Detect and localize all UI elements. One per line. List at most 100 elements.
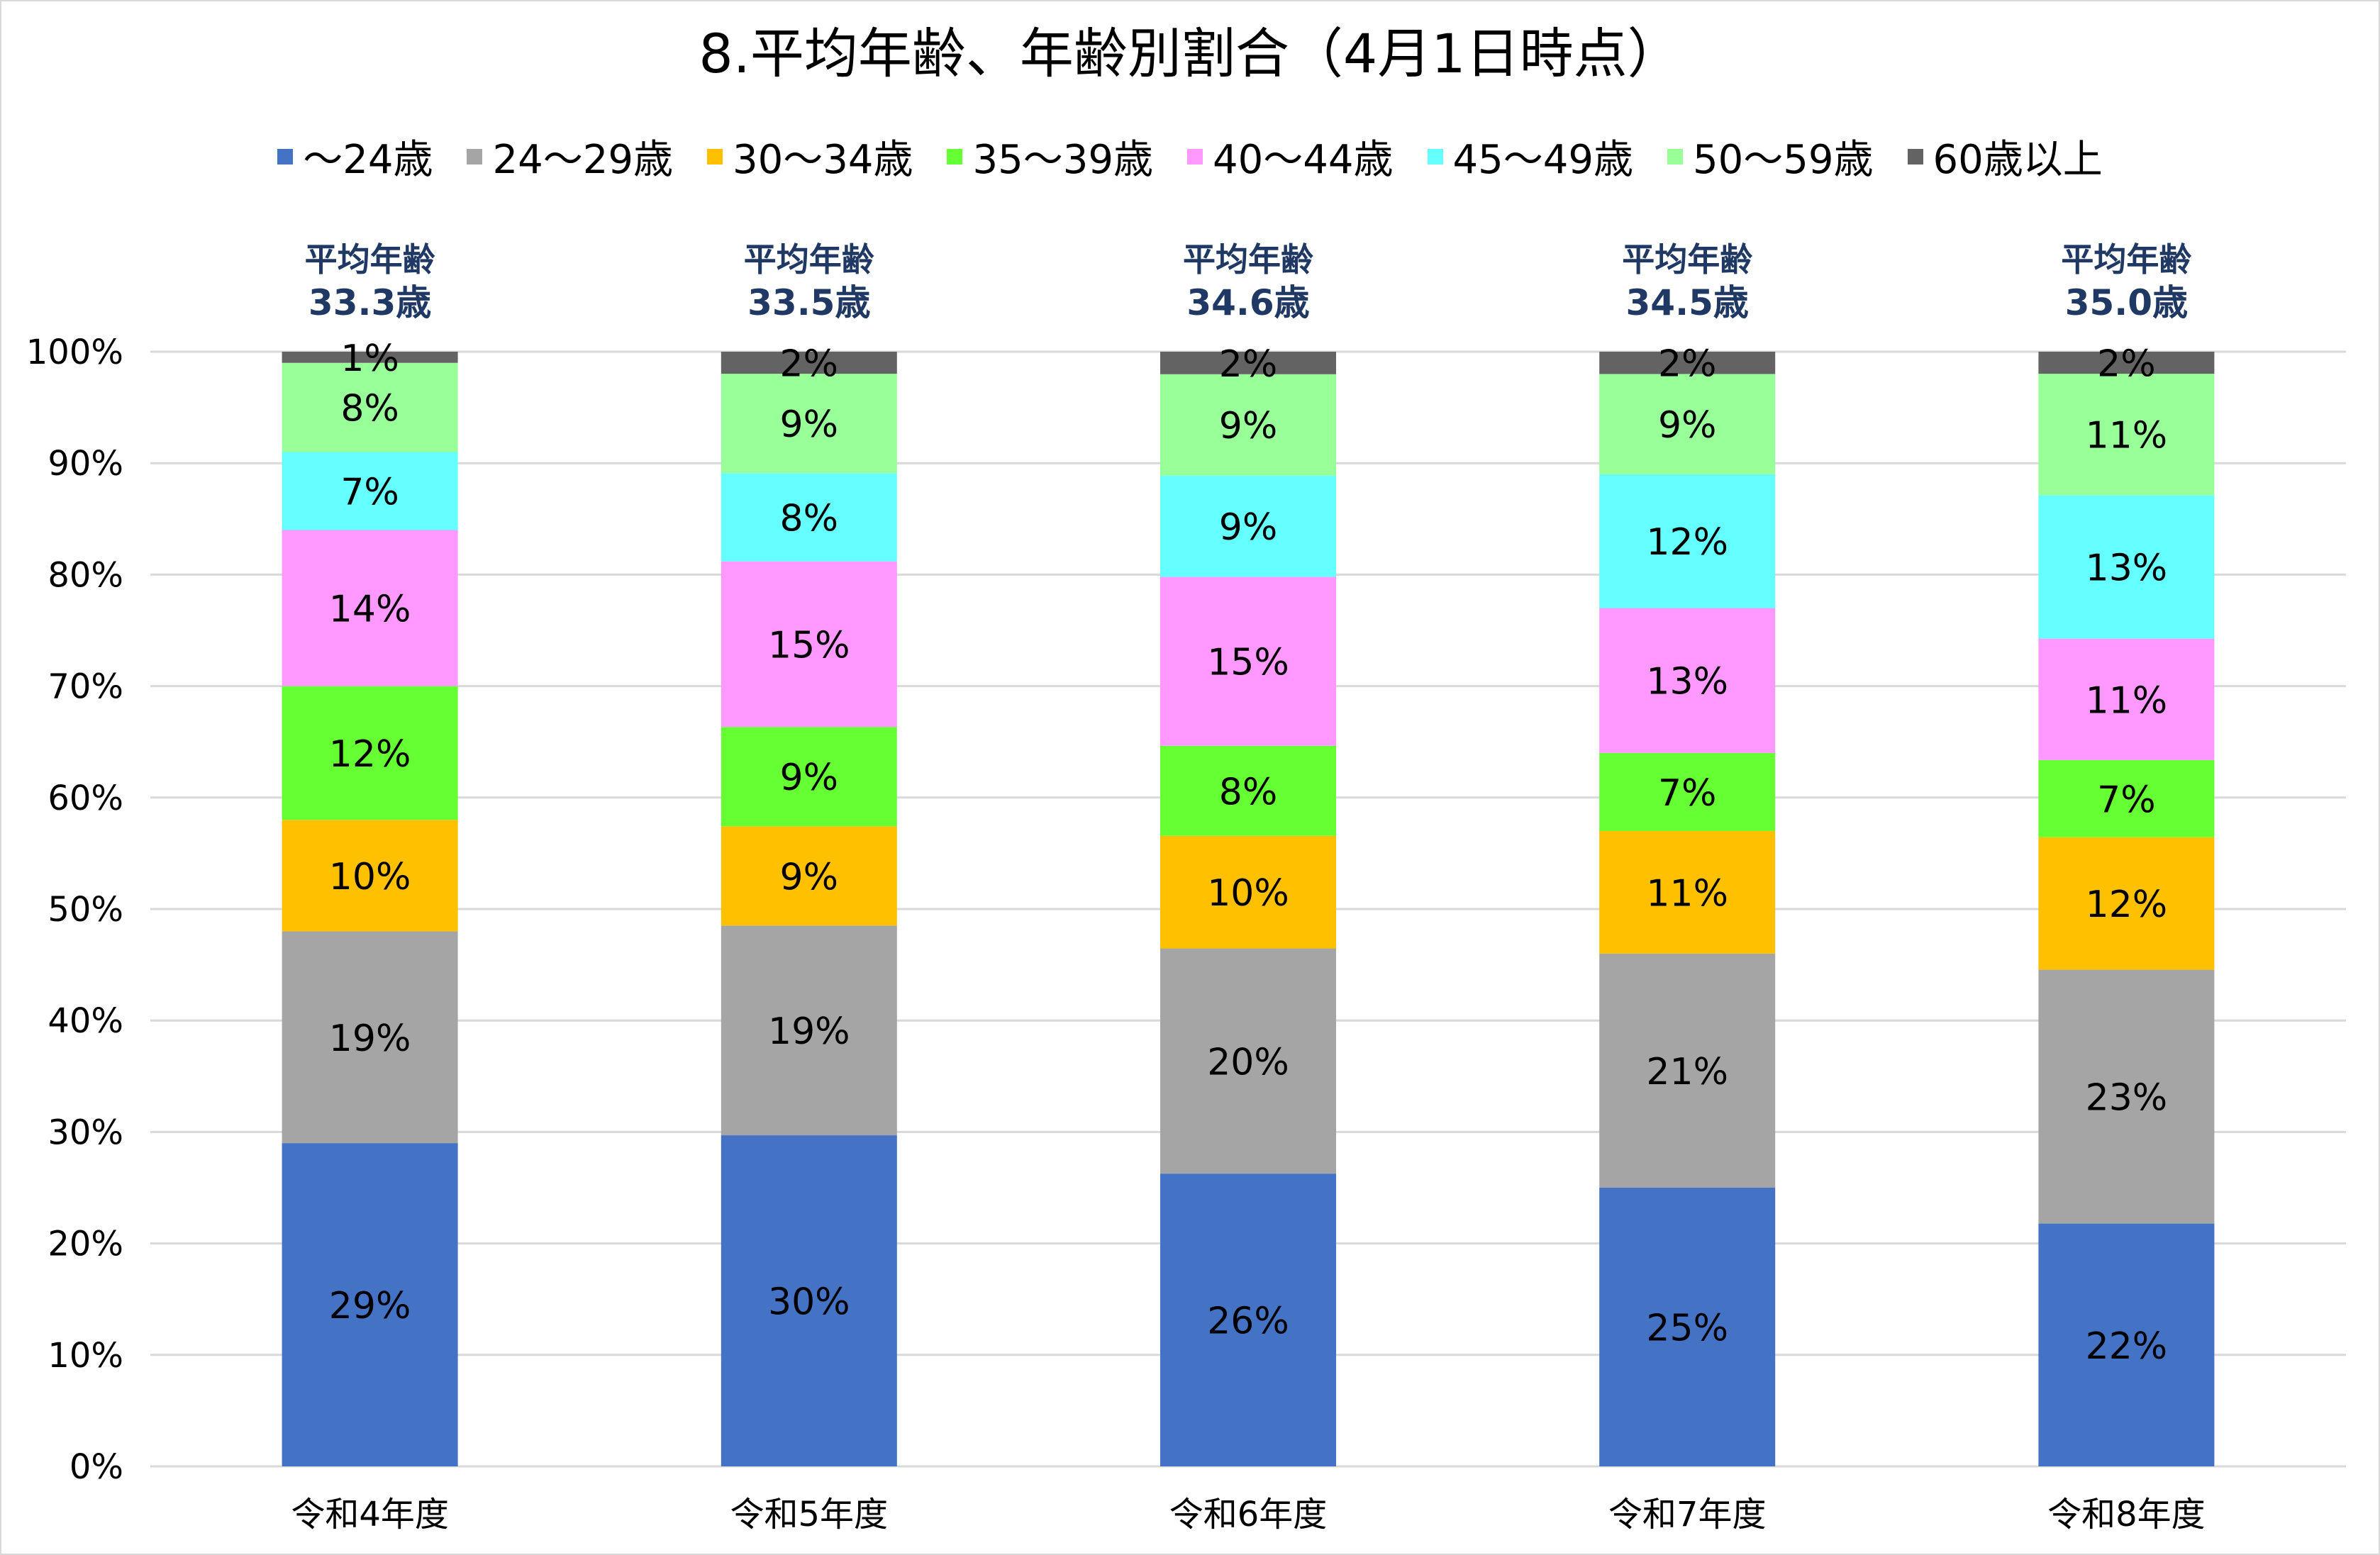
legend-item: 60歳以上 [1907,128,2103,185]
legend-item: 30～34歳 [706,128,913,185]
data-label: 12% [2086,884,2168,926]
bar-segment [2038,1223,2215,1466]
legend-swatch [467,148,483,165]
data-label: 19% [768,1010,850,1053]
y-tick-label: 70% [48,667,123,707]
data-label: 1% [340,338,399,380]
average-age-value: 33.3歳 [308,282,431,323]
data-label: 30% [768,1281,850,1324]
bar-segment [1160,374,1336,476]
bar-segment [1160,352,1336,374]
bar-segment [721,727,897,827]
bar-segment [721,473,897,562]
legend-label: 45～49歳 [1452,137,1634,183]
y-tick-label: 30% [48,1113,123,1152]
bar-segment [1160,576,1336,746]
y-tick-label: 60% [48,779,123,818]
data-label: 11% [2086,679,2168,722]
data-label: 2% [2097,343,2156,386]
legend-item: 35～39歳 [947,128,1153,185]
data-label: 19% [329,1018,411,1060]
y-tick-label: 10% [48,1336,123,1376]
x-tick-label: 令和7年度 [1608,1495,1767,1534]
legend-label: ～24歳 [303,137,433,183]
y-tick-label: 20% [48,1225,123,1264]
data-label: 23% [2086,1077,2168,1120]
data-label: 2% [780,343,839,386]
legend-swatch [706,148,723,165]
bar-segment [1599,608,1776,753]
data-label: 15% [768,624,850,667]
legend-label: 60歳以上 [1933,137,2103,183]
bar-segment [721,826,897,926]
legend-item: 50～59歳 [1667,128,1874,185]
data-label: 9% [780,856,839,898]
legend-label: 24～29歳 [492,137,673,183]
bar-segment [1599,1188,1776,1466]
y-tick-label: 0% [69,1447,123,1487]
bar-segment [1599,352,1776,374]
legend-label: 35～39歳 [972,137,1153,183]
bar-segment [1160,1174,1336,1466]
bar-segment [282,530,458,686]
y-tick-label: 50% [48,890,123,930]
data-label: 9% [1658,404,1717,447]
legend-label: 40～44歳 [1213,137,1394,183]
x-tick-label: 令和5年度 [730,1495,889,1534]
legend-label: 50～59歳 [1693,137,1874,183]
y-tick-label: 90% [48,444,123,484]
bar-segment [1599,474,1776,608]
legend-item: 45～49歳 [1427,128,1634,185]
average-age-value: 34.5歳 [1626,282,1749,323]
legend-label: 30～34歳 [732,137,913,183]
y-tick-label: 80% [48,555,123,595]
data-label: 11% [1646,872,1728,915]
data-label: 25% [1646,1308,1728,1350]
x-tick-label: 令和8年度 [2047,1495,2206,1534]
data-label: 7% [2097,779,2156,821]
y-tick-label: 40% [48,1001,123,1041]
bar-segment [1160,745,1336,836]
data-label: 14% [329,589,411,631]
bar-segment [721,561,897,728]
bar-segment [2038,969,2215,1224]
data-label: 11% [2086,415,2168,457]
legend-swatch [1187,148,1203,165]
bar-segment [282,686,458,820]
bar-segment [2038,352,2215,374]
average-age-heading: 平均年齢 [1183,240,1313,279]
chart-title: 8.平均年齢、年齢別割合（4月1日時点） [699,22,1681,85]
bar-segment [721,374,897,474]
bar-segment [721,352,897,374]
average-age-value: 34.6歳 [1186,282,1309,323]
bar-segment [282,931,458,1144]
data-label: 8% [1219,771,1278,813]
data-label: 15% [1207,642,1289,684]
average-age-value: 33.5歳 [747,282,870,323]
bar-segment [282,452,458,530]
data-label: 29% [329,1285,411,1327]
data-label: 21% [1646,1051,1728,1093]
bar-segment [282,352,458,363]
y-tick-label: 100% [26,333,123,372]
average-age-heading: 平均年齢 [1622,240,1752,279]
data-label: 22% [2086,1325,2168,1368]
average-age-heading: 平均年齢 [2061,240,2191,279]
x-tick-label: 令和4年度 [291,1495,449,1534]
data-label: 9% [780,757,839,799]
data-label: 9% [780,403,839,446]
bar-segment [1160,948,1336,1174]
data-label: 12% [329,733,411,776]
bar-segment [2038,374,2215,496]
legend-item: 40～44歳 [1187,128,1394,185]
bar-segment [1599,752,1776,831]
data-label: 13% [2086,547,2168,590]
data-label: 13% [1646,661,1728,703]
x-tick-label: 令和6年度 [1169,1495,1328,1534]
bar-segment [1599,374,1776,474]
bar-segment [2038,759,2215,837]
average-age-heading: 平均年齢 [305,240,435,279]
data-label: 20% [1207,1041,1289,1083]
legend-item: ～24歳 [277,128,433,185]
data-label: 7% [1658,772,1717,815]
